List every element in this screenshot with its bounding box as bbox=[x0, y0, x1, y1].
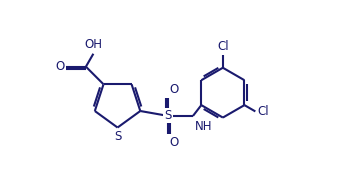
Text: O: O bbox=[170, 83, 179, 96]
Text: S: S bbox=[114, 130, 121, 143]
Text: NH: NH bbox=[195, 120, 212, 133]
Text: Cl: Cl bbox=[258, 105, 269, 118]
Text: O: O bbox=[55, 60, 64, 73]
Text: S: S bbox=[164, 109, 172, 122]
Text: O: O bbox=[170, 136, 179, 149]
Text: Cl: Cl bbox=[217, 40, 229, 54]
Text: OH: OH bbox=[84, 38, 102, 51]
